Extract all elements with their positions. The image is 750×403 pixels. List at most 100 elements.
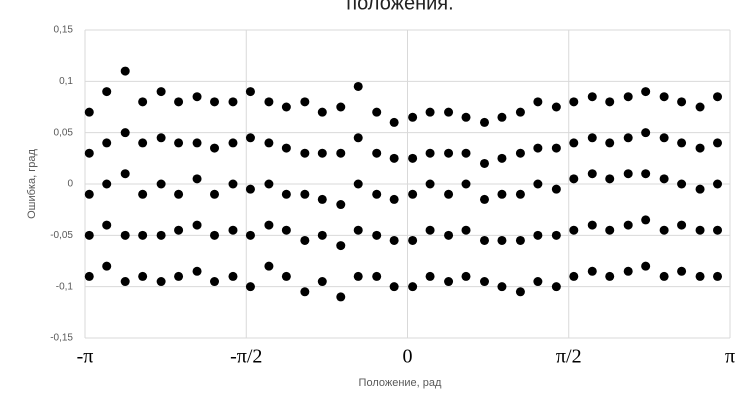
point — [174, 189, 184, 199]
point — [569, 225, 579, 235]
point — [300, 97, 310, 107]
point — [425, 107, 435, 117]
y-tick-label: -0,05 — [50, 230, 73, 241]
point — [623, 169, 633, 179]
point — [102, 87, 112, 97]
point — [659, 271, 669, 281]
point — [444, 148, 454, 158]
point — [138, 271, 148, 281]
point — [174, 225, 184, 235]
point — [317, 107, 327, 117]
point — [281, 143, 291, 153]
point — [389, 153, 399, 163]
point — [713, 138, 723, 148]
point — [372, 148, 382, 158]
point — [713, 271, 723, 281]
point — [156, 87, 166, 97]
point — [120, 169, 130, 179]
x-tick-label: -π — [77, 346, 94, 368]
point — [605, 174, 615, 184]
point — [677, 220, 687, 230]
point — [228, 138, 238, 148]
point — [677, 266, 687, 276]
point — [353, 81, 363, 91]
point — [102, 138, 112, 148]
point — [605, 271, 615, 281]
point — [713, 225, 723, 235]
point — [245, 282, 255, 292]
point — [677, 97, 687, 107]
point — [515, 287, 525, 297]
point — [695, 102, 705, 112]
point — [389, 235, 399, 245]
point — [281, 102, 291, 112]
point — [587, 169, 597, 179]
point — [623, 220, 633, 230]
point — [408, 235, 418, 245]
point — [425, 225, 435, 235]
point — [551, 230, 561, 240]
point — [444, 189, 454, 199]
point — [659, 225, 669, 235]
x-tick-label: -π/2 — [230, 346, 262, 368]
point — [677, 179, 687, 189]
point — [317, 148, 327, 158]
point — [317, 277, 327, 287]
point — [659, 133, 669, 143]
point — [156, 179, 166, 189]
point — [659, 174, 669, 184]
point — [623, 266, 633, 276]
point — [551, 102, 561, 112]
point — [551, 282, 561, 292]
point — [120, 128, 130, 138]
point — [84, 271, 94, 281]
point — [444, 230, 454, 240]
point — [353, 179, 363, 189]
point — [228, 179, 238, 189]
point — [605, 225, 615, 235]
point — [336, 102, 346, 112]
point — [138, 97, 148, 107]
point — [210, 277, 220, 287]
point — [138, 189, 148, 199]
point — [587, 92, 597, 102]
point — [174, 138, 184, 148]
point — [587, 266, 597, 276]
point — [372, 107, 382, 117]
point — [695, 184, 705, 194]
point — [695, 143, 705, 153]
x-tick-label: 0 — [403, 346, 413, 368]
point — [515, 189, 525, 199]
point — [84, 230, 94, 240]
point — [569, 271, 579, 281]
y-tick-label: -0,1 — [56, 281, 74, 292]
point — [120, 277, 130, 287]
point — [300, 148, 310, 158]
point — [677, 138, 687, 148]
point — [623, 133, 633, 143]
point — [84, 107, 94, 117]
point — [425, 271, 435, 281]
point — [120, 66, 130, 76]
point — [569, 174, 579, 184]
point — [444, 107, 454, 117]
point — [245, 230, 255, 240]
point — [102, 220, 112, 230]
point — [605, 97, 615, 107]
point — [569, 138, 579, 148]
point — [461, 179, 471, 189]
y-tick-label: 0,1 — [59, 76, 73, 87]
point — [138, 230, 148, 240]
point — [300, 235, 310, 245]
point — [551, 184, 561, 194]
point — [695, 271, 705, 281]
point — [353, 133, 363, 143]
point — [659, 92, 669, 102]
y-tick-label: 0,15 — [54, 25, 74, 36]
point — [497, 189, 507, 199]
x-tick-label: π/2 — [556, 346, 582, 368]
point — [174, 97, 184, 107]
point — [353, 225, 363, 235]
point — [300, 189, 310, 199]
